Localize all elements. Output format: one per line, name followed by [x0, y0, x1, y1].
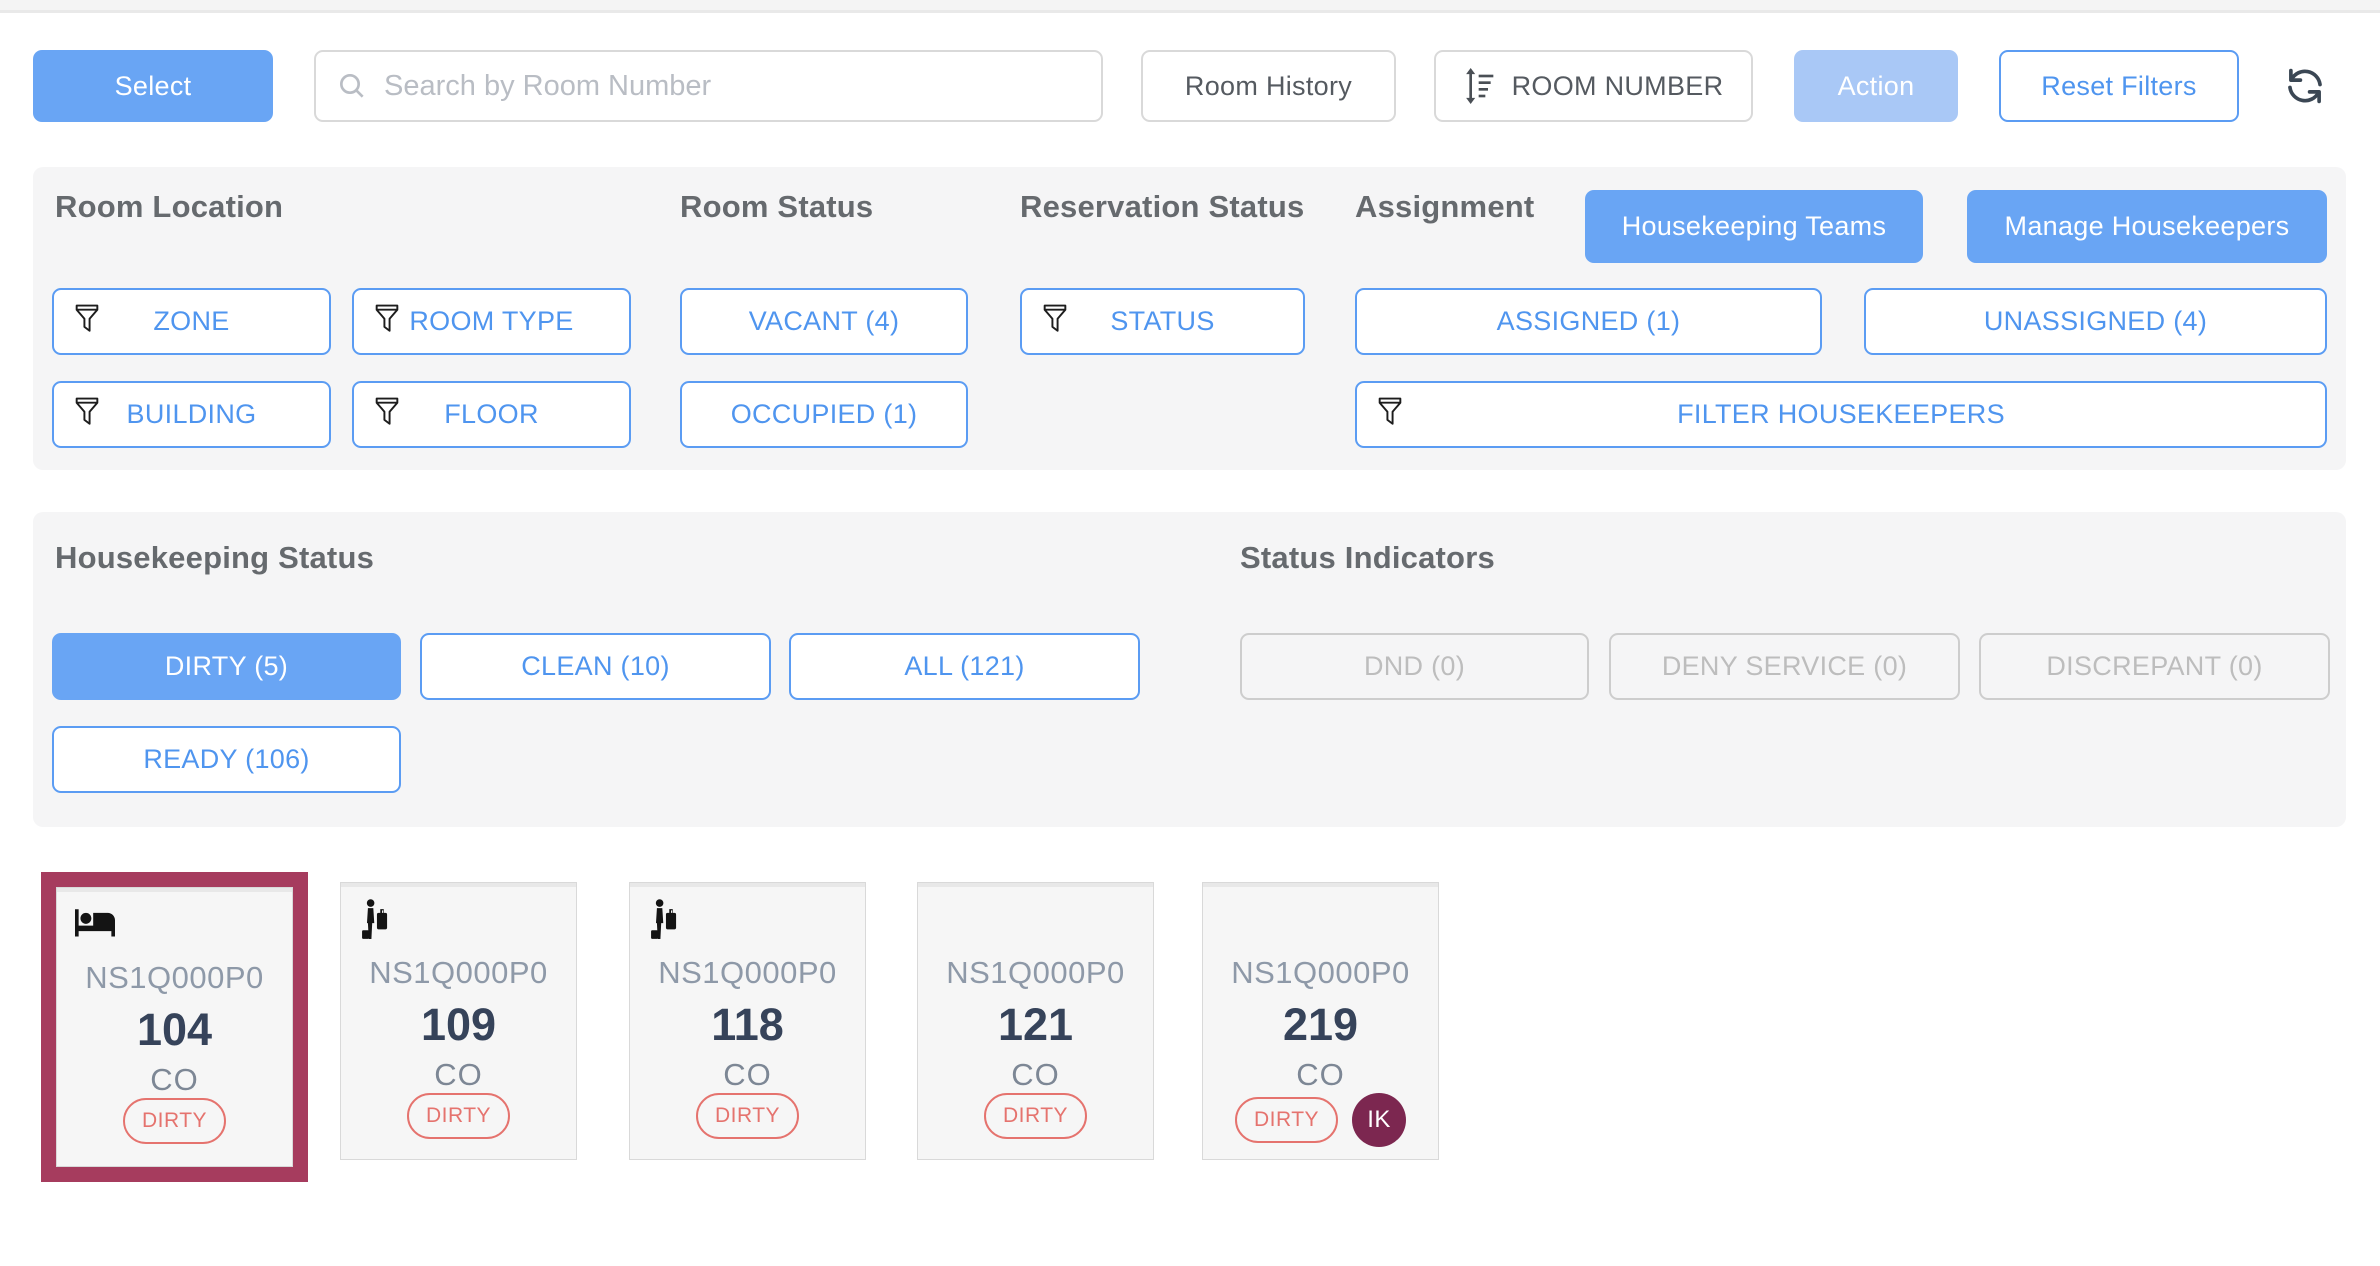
indicator-deny-service-button[interactable]: DENY SERVICE (0): [1609, 633, 1960, 700]
filter-assigned-button[interactable]: ASSIGNED (1): [1355, 288, 1822, 355]
reset-filters-button[interactable]: Reset Filters: [1999, 50, 2239, 122]
room-card-grid: NS1Q000P0 104 CO DIRTY NS1Q000P0 109 CO …: [41, 872, 2341, 1187]
room-card-selected-frame[interactable]: NS1Q000P0 104 CO DIRTY: [41, 872, 308, 1182]
filter-reservation-status-button[interactable]: STATUS: [1020, 288, 1305, 355]
status-indicators-title: Status Indicators: [1240, 540, 1495, 575]
sort-button[interactable]: ROOM NUMBER: [1434, 50, 1753, 122]
funnel-icon: [1042, 303, 1068, 341]
filter-unassigned-button[interactable]: UNASSIGNED (4): [1864, 288, 2327, 355]
assignment-title: Assignment: [1355, 189, 1535, 224]
reservation-status-code: CO: [434, 1057, 483, 1092]
filter-floor-label: FLOOR: [444, 399, 539, 429]
dirty-badge: DIRTY: [983, 1093, 1088, 1139]
sort-icon: [1464, 68, 1496, 104]
select-button[interactable]: Select: [33, 50, 273, 122]
window-top-strip: [0, 0, 2380, 13]
dirty-badge: DIRTY: [122, 1098, 227, 1144]
filter-room-type-button[interactable]: ROOM TYPE: [352, 288, 631, 355]
room-number: 109: [420, 999, 497, 1050]
reservation-status-code: CO: [1011, 1057, 1060, 1092]
room-code: NS1Q000P0: [658, 955, 837, 990]
filter-all-button[interactable]: ALL (121): [789, 633, 1140, 700]
indicator-discrepant-button[interactable]: DISCREPANT (0): [1979, 633, 2330, 700]
manage-housekeepers-button[interactable]: Manage Housekeepers: [1967, 190, 2327, 263]
room-code: NS1Q000P0: [85, 960, 264, 995]
room-card[interactable]: NS1Q000P0 104 CO DIRTY: [56, 887, 293, 1167]
funnel-icon: [374, 303, 400, 341]
reservation-status-code: CO: [723, 1057, 772, 1092]
filter-building-label: BUILDING: [126, 399, 257, 429]
filter-status-label: STATUS: [1110, 306, 1215, 336]
search-input[interactable]: [382, 68, 1081, 104]
indicator-dnd-button[interactable]: DND (0): [1240, 633, 1589, 700]
sort-label: ROOM NUMBER: [1511, 70, 1724, 101]
reservation-status-code: CO: [150, 1062, 199, 1097]
filter-ready-button[interactable]: READY (106): [52, 726, 401, 793]
reservation-status-code: CO: [1296, 1057, 1345, 1092]
search-box[interactable]: [314, 50, 1103, 122]
refresh-button[interactable]: [2281, 62, 2329, 110]
dirty-badge: DIRTY: [406, 1093, 511, 1139]
filter-clean-button[interactable]: CLEAN (10): [420, 633, 771, 700]
housekeeping-teams-button[interactable]: Housekeeping Teams: [1585, 190, 1923, 263]
dirty-badge: DIRTY: [1234, 1097, 1339, 1143]
room-number: 118: [711, 999, 784, 1050]
funnel-icon: [374, 396, 400, 434]
guest-luggage-icon: [646, 897, 684, 948]
reservation-status-title: Reservation Status: [1020, 189, 1305, 224]
dirty-badge: DIRTY: [695, 1093, 800, 1139]
room-number: 104: [136, 1004, 213, 1055]
room-card[interactable]: NS1Q000P0 118 CO DIRTY: [629, 882, 866, 1160]
funnel-icon: [74, 396, 100, 434]
filter-floor-button[interactable]: FLOOR: [352, 381, 631, 448]
room-number: 121: [997, 999, 1074, 1050]
filter-building-button[interactable]: BUILDING: [52, 381, 331, 448]
filter-zone-button[interactable]: ZONE: [52, 288, 331, 355]
bed-icon: [73, 902, 117, 947]
funnel-icon: [1377, 396, 1403, 434]
guest-luggage-icon: [357, 897, 395, 948]
room-code: NS1Q000P0: [369, 955, 548, 990]
filter-dirty-button[interactable]: DIRTY (5): [52, 633, 401, 700]
filter-housekeepers-label: FILTER HOUSEKEEPERS: [1677, 399, 2005, 429]
filter-zone-label: ZONE: [153, 306, 230, 336]
search-icon: [336, 70, 368, 102]
room-code: NS1Q000P0: [1231, 955, 1410, 990]
action-button[interactable]: Action: [1794, 50, 1958, 122]
room-code: NS1Q000P0: [946, 955, 1125, 990]
room-card[interactable]: NS1Q000P0 121 CO DIRTY: [917, 882, 1154, 1160]
toolbar: Select Room History ROOM NUMBER Action: [33, 50, 2346, 122]
room-card[interactable]: NS1Q000P0 219 CO DIRTY IK: [1202, 882, 1439, 1160]
room-card[interactable]: NS1Q000P0 109 CO DIRTY: [340, 882, 577, 1160]
housekeeping-status-panel: Housekeeping Status Status Indicators DI…: [33, 512, 2346, 827]
housekeeper-initials-badge: IK: [1352, 1093, 1407, 1147]
room-history-button[interactable]: Room History: [1141, 50, 1396, 122]
room-location-title: Room Location: [55, 189, 284, 224]
room-status-title: Room Status: [680, 189, 874, 224]
housekeeping-status-title: Housekeeping Status: [55, 540, 375, 575]
filter-housekeepers-button[interactable]: FILTER HOUSEKEEPERS: [1355, 381, 2327, 448]
refresh-icon: [2283, 64, 2327, 108]
filter-room-type-label: ROOM TYPE: [409, 306, 574, 336]
funnel-icon: [74, 303, 100, 341]
filter-vacant-button[interactable]: VACANT (4): [680, 288, 968, 355]
room-number: 219: [1282, 999, 1359, 1050]
filters-panel: Room Location Room Status Reservation St…: [33, 167, 2346, 470]
filter-occupied-button[interactable]: OCCUPIED (1): [680, 381, 968, 448]
